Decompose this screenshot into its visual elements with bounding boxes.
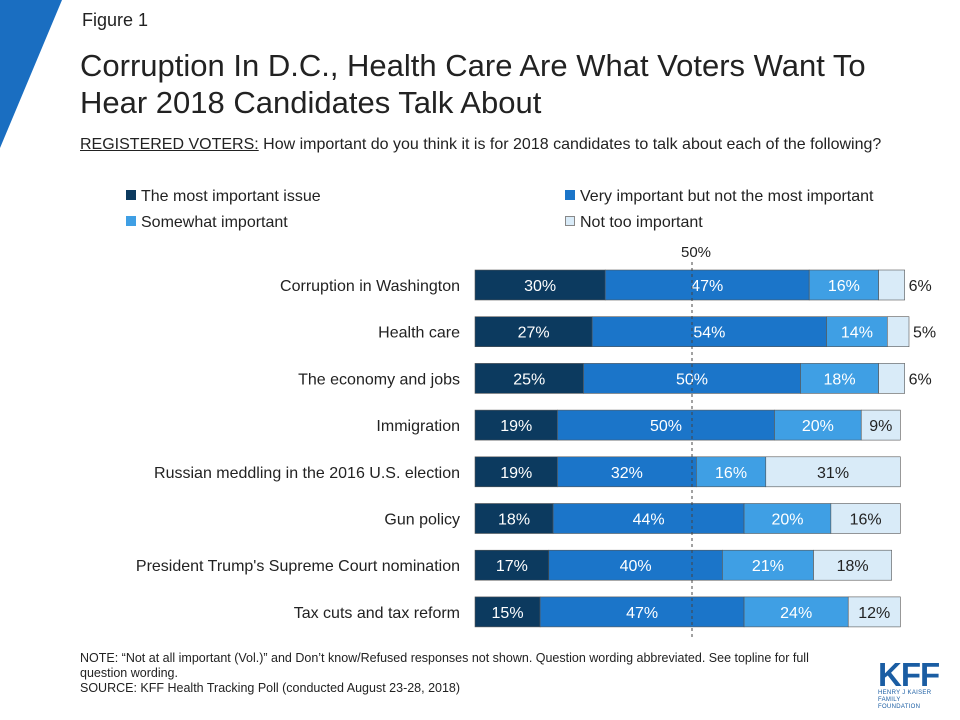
legend-item-very: Very important but not the most importan… bbox=[565, 187, 873, 207]
chart-notes: NOTE: “Not at all important (Vol.)” and … bbox=[80, 651, 840, 696]
legend-label-not-too: Not too important bbox=[580, 214, 703, 231]
data-label-most: 27% bbox=[518, 325, 550, 342]
logo-line-2: FAMILY FOUNDATION bbox=[878, 697, 921, 710]
category-label: Tax cuts and tax reform bbox=[294, 605, 460, 622]
data-label-somewhat: 18% bbox=[824, 371, 856, 388]
bar-segment-not-too bbox=[878, 269, 905, 301]
figure-label: Figure 1 bbox=[82, 10, 149, 30]
data-label-not-too: 6% bbox=[909, 371, 932, 388]
bar-segment-not-too bbox=[765, 456, 901, 488]
legend-swatch-very bbox=[565, 190, 575, 200]
legend-swatch-most bbox=[126, 190, 136, 200]
data-label-very: 50% bbox=[676, 371, 708, 388]
bar-segment-not-too bbox=[886, 316, 910, 348]
bar-segment-somewhat bbox=[743, 503, 832, 534]
data-label-not-too: 16% bbox=[850, 512, 882, 529]
chart-subtitle: REGISTERED VOTERS: How important do you … bbox=[80, 133, 920, 156]
chart-title: Corruption In D.C., Health Care Are What… bbox=[80, 48, 866, 120]
stacked-bar-chart: Corruption in Washington 30% 47% 16% 6% Healt… bbox=[136, 244, 936, 640]
category-label: Gun policy bbox=[384, 512, 460, 529]
data-label-most: 18% bbox=[498, 512, 530, 529]
legend-label-very: Very important but not the most importan… bbox=[580, 188, 874, 205]
bar-segment-most bbox=[474, 503, 554, 534]
data-label-very: 44% bbox=[633, 512, 665, 529]
bar-segment-most bbox=[474, 596, 541, 628]
data-label-most: 30% bbox=[524, 278, 556, 295]
category-label: Corruption in Washington bbox=[280, 278, 460, 295]
reference-line-label: 50% bbox=[681, 244, 711, 261]
data-label-very: 54% bbox=[693, 325, 725, 342]
subtitle-text: How important do you think it is for 201… bbox=[258, 136, 882, 153]
bar-segment-not-too bbox=[830, 503, 901, 534]
category-label: The economy and jobs bbox=[298, 371, 460, 388]
data-label-most: 25% bbox=[513, 371, 545, 388]
data-label-very: 47% bbox=[626, 605, 658, 622]
legend-item-not-too: Not too important bbox=[565, 213, 703, 233]
logo-mark: KFF bbox=[878, 656, 940, 693]
legend-label-most: The most important issue bbox=[141, 188, 321, 205]
bar-segment-not-too bbox=[860, 409, 901, 441]
bar-segment-very bbox=[552, 503, 745, 534]
bar-segment-most bbox=[474, 549, 550, 581]
category-label: President Trump's Supreme Court nominati… bbox=[136, 558, 460, 575]
data-label-somewhat: 16% bbox=[715, 465, 747, 482]
data-label-very: 32% bbox=[611, 465, 643, 482]
category-label: Russian meddling in the 2016 U.S. electi… bbox=[154, 465, 460, 482]
data-label-somewhat: 16% bbox=[828, 278, 860, 295]
legend-label-somewhat: Somewhat important bbox=[141, 214, 288, 231]
note-text: NOTE: “Not at all important (Vol.)” and … bbox=[80, 651, 809, 680]
data-label-somewhat: 20% bbox=[771, 512, 803, 529]
subtitle-prefix: REGISTERED VOTERS: bbox=[80, 136, 259, 153]
legend-item-somewhat: Somewhat important bbox=[126, 213, 288, 233]
source-text: SOURCE: KFF Health Tracking Poll (conduc… bbox=[80, 681, 461, 695]
data-label-most: 17% bbox=[496, 558, 528, 575]
bar-segment-somewhat bbox=[696, 456, 767, 488]
bar-segment-somewhat bbox=[826, 316, 888, 348]
bar-segment-very bbox=[591, 316, 827, 348]
data-label-somewhat: 14% bbox=[841, 325, 873, 342]
data-label-somewhat: 21% bbox=[752, 558, 784, 575]
bar-segment-most bbox=[474, 456, 558, 488]
bar-segment-not-too bbox=[878, 363, 905, 394]
corner-accent bbox=[0, 0, 62, 148]
category-label: Health care bbox=[378, 325, 460, 342]
data-label-very: 47% bbox=[691, 278, 723, 295]
logo-line-1: HENRY J KAISER bbox=[878, 690, 932, 696]
bar-segment-not-too bbox=[847, 596, 901, 628]
data-label-very: 50% bbox=[650, 418, 682, 435]
legend-swatch-not-too bbox=[565, 216, 575, 226]
data-label-not-too: 6% bbox=[909, 278, 932, 295]
bar-segment-not-too bbox=[813, 549, 892, 581]
bar-segment-most bbox=[474, 363, 584, 394]
bar-segment-somewhat bbox=[774, 409, 862, 441]
kff-logo: KFF HENRY J KAISER FAMILY FOUNDATION bbox=[878, 656, 942, 711]
data-label-not-too: 12% bbox=[858, 605, 890, 622]
legend-swatch-somewhat bbox=[126, 216, 136, 226]
data-label-somewhat: 20% bbox=[802, 418, 834, 435]
bar-segment-somewhat bbox=[800, 363, 879, 394]
data-label-somewhat: 24% bbox=[780, 605, 812, 622]
bar-segment-most bbox=[474, 269, 606, 301]
bar-segment-most bbox=[474, 409, 558, 441]
bar-segment-somewhat bbox=[808, 269, 879, 301]
bar-segment-very bbox=[557, 456, 697, 488]
bar-segment-most bbox=[474, 316, 593, 348]
bar-segment-very bbox=[557, 409, 775, 441]
data-label-not-too: 18% bbox=[837, 558, 869, 575]
bar-segment-very bbox=[539, 596, 745, 628]
data-label-most: 19% bbox=[500, 418, 532, 435]
legend-item-most: The most important issue bbox=[126, 187, 321, 207]
data-label-most: 15% bbox=[492, 605, 524, 622]
data-label-not-too: 9% bbox=[869, 418, 892, 435]
bar-segment-very bbox=[604, 269, 810, 301]
data-label-very: 40% bbox=[620, 558, 652, 575]
data-label-not-too: 5% bbox=[913, 325, 936, 342]
data-label-not-too: 31% bbox=[817, 465, 849, 482]
data-label-most: 19% bbox=[500, 465, 532, 482]
category-label: Immigration bbox=[376, 418, 460, 435]
